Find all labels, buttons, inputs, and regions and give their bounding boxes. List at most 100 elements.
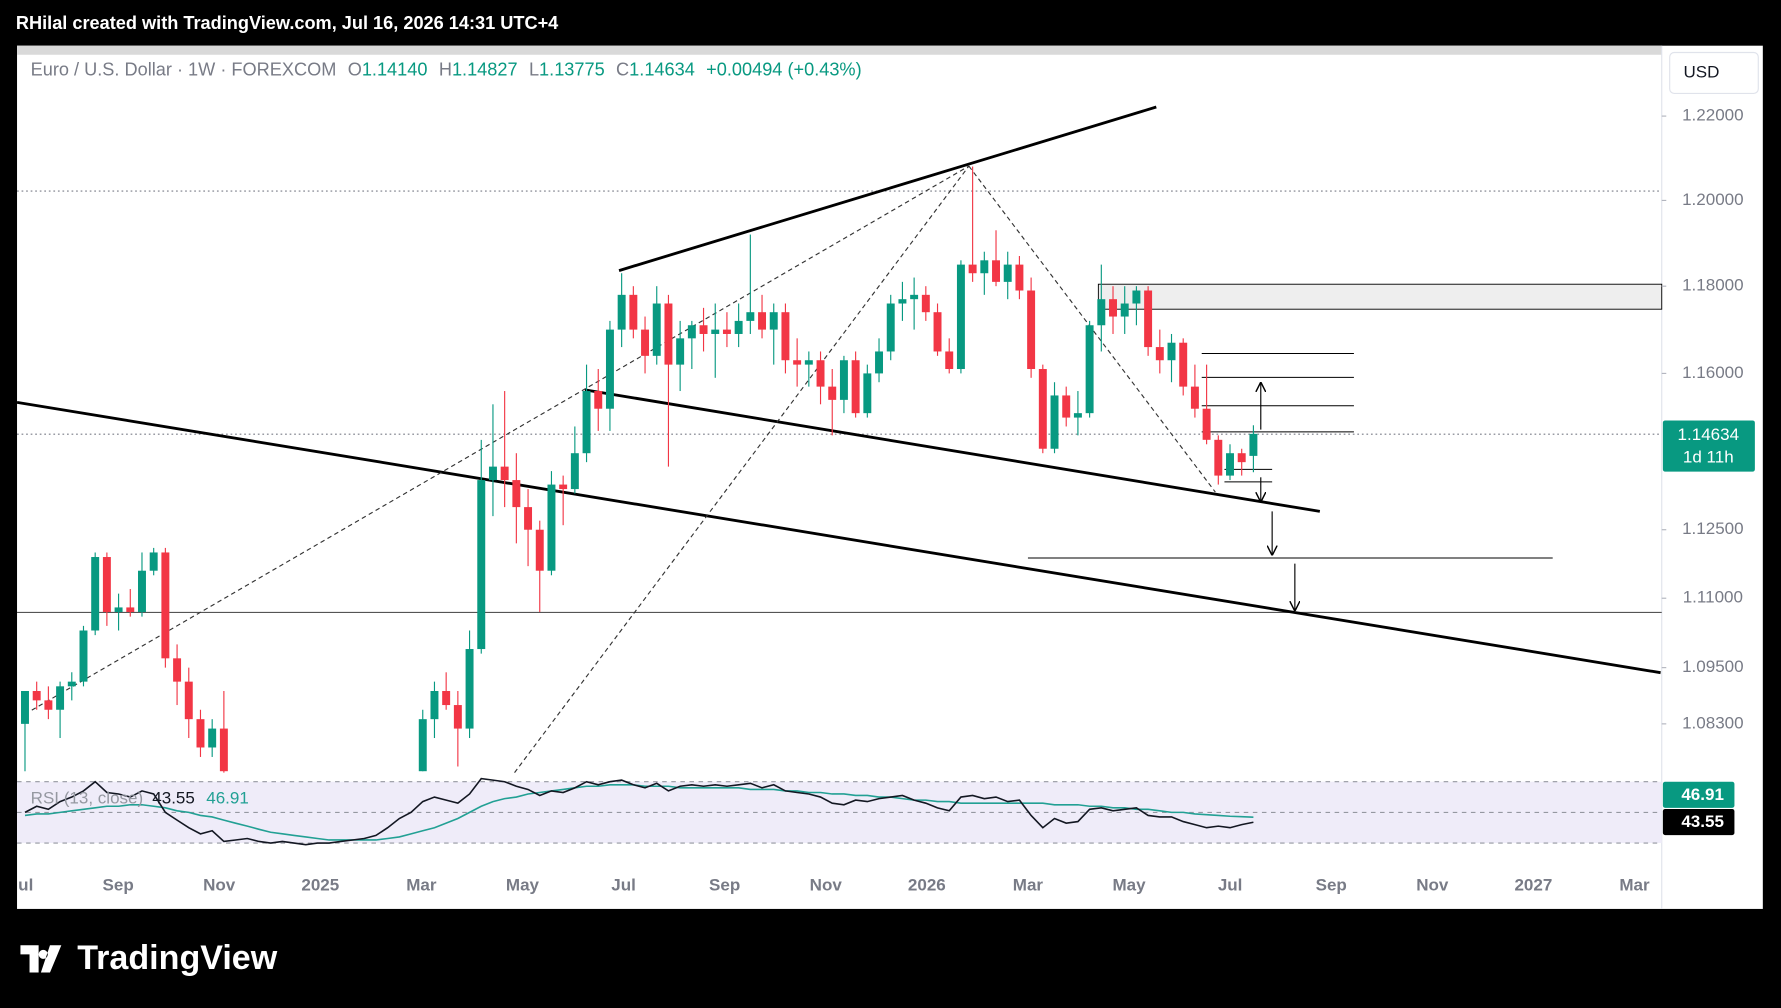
trend-line bbox=[16, 400, 1661, 675]
y-tick-label: 1.18000 bbox=[1682, 276, 1744, 295]
candle-body bbox=[1132, 290, 1141, 304]
candle-body bbox=[851, 360, 860, 414]
candle-body bbox=[980, 260, 989, 274]
dashed-line bbox=[31, 165, 970, 711]
candle-body bbox=[1073, 413, 1082, 418]
legend-key: O bbox=[348, 59, 362, 79]
y-tick-label: 1.08300 bbox=[1682, 713, 1744, 732]
candle-body bbox=[641, 329, 650, 356]
candle-body bbox=[1003, 264, 1012, 282]
candle-body bbox=[547, 484, 556, 571]
x-tick-label: Mar bbox=[1013, 876, 1044, 895]
last-price: 1.14634 bbox=[1678, 425, 1740, 444]
y-tick-label: 1.12500 bbox=[1682, 519, 1744, 538]
y-tick-label: 1.16000 bbox=[1682, 363, 1744, 382]
candle-body bbox=[839, 360, 848, 400]
candle-body bbox=[816, 360, 825, 387]
candle-body bbox=[804, 360, 813, 365]
candle-body bbox=[699, 325, 708, 334]
trend-line bbox=[618, 105, 1157, 272]
candle-body bbox=[173, 658, 182, 682]
candle-body bbox=[184, 681, 193, 720]
candle-body bbox=[1062, 395, 1071, 418]
legend-key: C bbox=[616, 59, 629, 79]
candle-body bbox=[594, 391, 603, 409]
candle-body bbox=[828, 386, 837, 400]
candle-body bbox=[605, 329, 614, 409]
trend-line bbox=[584, 388, 1321, 513]
legend-key: H bbox=[439, 59, 452, 79]
candle-body bbox=[1144, 290, 1153, 348]
candle-body bbox=[477, 480, 486, 650]
countdown: 1d 11h bbox=[1683, 447, 1734, 466]
x-tick-label: Nov bbox=[1416, 876, 1449, 895]
legend-key: L bbox=[529, 59, 539, 79]
x-tick-label: 2027 bbox=[1514, 876, 1552, 895]
candle-body bbox=[1202, 408, 1211, 440]
candle-body bbox=[1249, 433, 1258, 456]
currency-box bbox=[1669, 51, 1759, 94]
legend-value: 1.14140 bbox=[362, 59, 428, 79]
candle-body bbox=[67, 681, 76, 687]
legend-value: 1.13775 bbox=[539, 59, 605, 79]
x-tick-label: May bbox=[506, 876, 540, 895]
rsi-ma-axis-label: 46.91 bbox=[1681, 785, 1724, 804]
y-tick-label: 1.09500 bbox=[1682, 657, 1744, 676]
candle-body bbox=[711, 329, 720, 334]
candle-body bbox=[430, 690, 439, 720]
candle-body bbox=[44, 700, 53, 710]
rsi-label: RSI (13, close) bbox=[31, 788, 144, 807]
rsi-legend: RSI (13, close) 43.55 46.91 bbox=[31, 788, 249, 807]
candle-body bbox=[664, 303, 673, 365]
candle-body bbox=[956, 264, 965, 370]
candle-body bbox=[945, 351, 954, 370]
candle-body bbox=[898, 299, 907, 304]
candle-body bbox=[21, 690, 29, 724]
candle-body bbox=[1085, 325, 1094, 414]
candle-body bbox=[722, 329, 731, 334]
candle-body bbox=[652, 303, 661, 356]
candle-body bbox=[208, 728, 217, 748]
x-tick-label: ul bbox=[18, 876, 33, 895]
rsi-ma-value: 46.91 bbox=[206, 788, 249, 807]
candle-body bbox=[453, 705, 462, 729]
candle-body bbox=[793, 360, 802, 365]
currency: USD bbox=[1684, 62, 1720, 81]
candle-body bbox=[1155, 347, 1164, 361]
candle-body bbox=[992, 260, 1000, 282]
candle-body bbox=[687, 325, 696, 339]
candle-body bbox=[149, 552, 158, 571]
chart-frame bbox=[17, 45, 1763, 909]
candle-body bbox=[126, 607, 135, 613]
last-price-box bbox=[1662, 420, 1755, 472]
candle-body bbox=[886, 303, 895, 352]
candle-body bbox=[781, 312, 790, 361]
candle-body bbox=[114, 607, 123, 613]
drawings bbox=[16, 105, 1663, 773]
candle-body bbox=[734, 320, 743, 334]
candle-body bbox=[138, 570, 146, 613]
candle-body bbox=[1027, 290, 1036, 370]
x-tick-label: Nov bbox=[203, 876, 236, 895]
logo: TradingView bbox=[20, 939, 278, 977]
x-tick-label: Sep bbox=[1316, 876, 1347, 895]
x-tick-label: Mar bbox=[406, 876, 437, 895]
dashed-line bbox=[968, 165, 1216, 493]
candle-body bbox=[32, 690, 41, 701]
x-tick-label: Jul bbox=[611, 876, 636, 895]
candle-body bbox=[1097, 299, 1106, 326]
candle-body bbox=[442, 690, 451, 706]
candle-body bbox=[196, 719, 205, 748]
candle-body bbox=[875, 351, 884, 374]
candle-body bbox=[570, 453, 579, 490]
y-tick-label: 1.11000 bbox=[1683, 588, 1743, 607]
candle-body bbox=[1038, 369, 1047, 449]
candle-body bbox=[1237, 453, 1246, 463]
candle-body bbox=[968, 264, 977, 274]
candle-body bbox=[1179, 342, 1188, 387]
candle-body bbox=[1167, 342, 1176, 361]
candle-body bbox=[102, 557, 111, 613]
x-tick-label: May bbox=[1112, 876, 1146, 895]
